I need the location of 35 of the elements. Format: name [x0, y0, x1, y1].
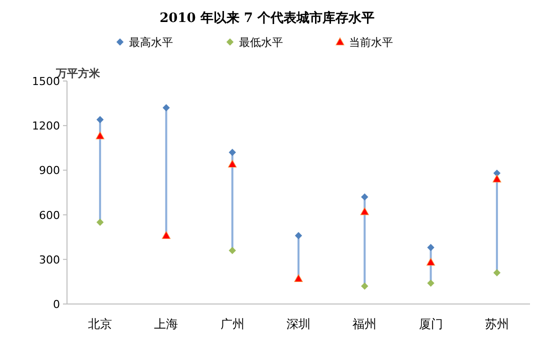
x-tick-label: 苏州	[484, 317, 509, 331]
x-tick-label: 厦门	[418, 317, 443, 331]
point	[294, 274, 303, 282]
point	[228, 148, 236, 156]
point	[426, 258, 436, 266]
legend-label: 最高水平	[129, 36, 173, 49]
point	[96, 132, 104, 140]
x-tick-label: 北京	[88, 317, 112, 331]
point	[361, 282, 368, 290]
legend-label: 最低水平	[239, 36, 283, 49]
point	[427, 244, 434, 252]
y-tick-label: 900	[39, 164, 60, 178]
y-tick-label: 0	[53, 298, 60, 311]
x-tick-label: 上海	[154, 317, 178, 331]
point	[360, 207, 369, 216]
chart-title: 2010 年以来 7 个代表城市库存水平	[160, 10, 374, 26]
legend-label: 当前水平	[349, 36, 393, 49]
x-tick-label: 广州	[220, 317, 244, 331]
point	[228, 160, 237, 168]
point	[361, 193, 368, 201]
point	[493, 170, 501, 177]
point	[228, 246, 236, 254]
point	[96, 218, 104, 226]
point	[492, 174, 502, 182]
point	[96, 116, 104, 124]
point	[427, 280, 434, 287]
x-tick-label: 深圳	[286, 317, 310, 331]
point	[162, 231, 171, 239]
point	[162, 104, 170, 112]
point	[493, 269, 501, 276]
y-tick-label: 600	[39, 208, 60, 222]
point	[294, 232, 302, 240]
y-tick-label: 1200	[32, 120, 60, 133]
x-tick-label: 福州	[352, 317, 377, 331]
y-tick-label: 300	[39, 253, 60, 266]
